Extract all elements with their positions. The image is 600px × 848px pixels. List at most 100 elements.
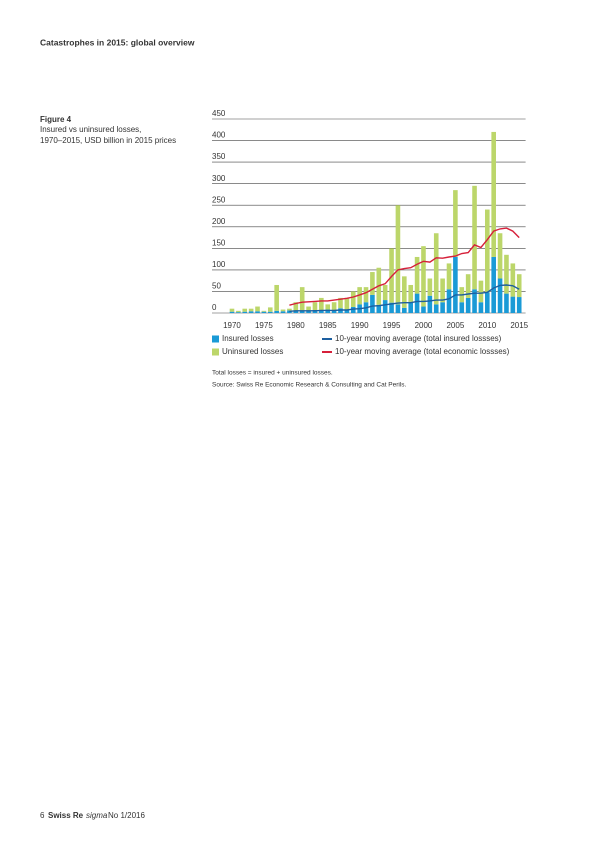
bar-segment <box>453 256 458 313</box>
bar-segment <box>248 308 254 312</box>
x-tick-label: 2015 <box>510 321 528 330</box>
page-number: 6 <box>40 811 45 820</box>
x-tick-label: 1970 <box>223 321 241 330</box>
x-tick-label: 1975 <box>255 321 273 330</box>
bar-segment <box>280 311 286 313</box>
brand: Swiss Re <box>48 811 84 820</box>
bar-segment <box>338 297 343 309</box>
y-tick-label: 450 <box>212 109 226 118</box>
bar-segment <box>446 289 452 313</box>
publication: sigma <box>86 811 108 820</box>
bar-segment <box>248 311 254 313</box>
bar-segment <box>408 284 414 302</box>
bar-segment <box>478 280 484 303</box>
caption: 1970–2015, USD billion in 2015 prices <box>40 136 176 145</box>
y-tick-label: 350 <box>212 152 226 161</box>
bar-segment <box>280 309 286 312</box>
bar-segment <box>293 310 299 313</box>
bar-segment <box>255 306 260 312</box>
bar-segment <box>497 233 503 279</box>
bar-segment <box>465 297 471 313</box>
bar-segment <box>491 256 496 313</box>
bar-segment <box>421 246 426 307</box>
page-header: Catastrophes in 2015: global overview <box>40 37 195 47</box>
bar-segment <box>344 297 350 310</box>
bar-segment <box>491 131 496 257</box>
x-tick-label: 1980 <box>287 321 305 330</box>
bar-segment <box>350 291 356 307</box>
bar-segment <box>267 307 273 312</box>
bar-segment <box>485 292 490 313</box>
y-tick-label: 200 <box>212 217 226 226</box>
x-tick-label: 1995 <box>383 321 401 330</box>
bar-segment <box>236 312 241 313</box>
bar-segment <box>267 311 273 313</box>
x-tick-label: 2000 <box>415 321 433 330</box>
moving-average-line <box>289 227 520 306</box>
bar-segment <box>261 311 267 313</box>
bar-segment <box>402 307 407 313</box>
bar-segment <box>376 304 382 313</box>
bar-segment <box>293 302 299 311</box>
bar-segment <box>229 311 235 313</box>
y-tick-label: 150 <box>212 238 226 247</box>
bar-segment <box>382 300 388 313</box>
bar-segment <box>465 274 471 298</box>
legend-label: 10-year moving average (total economic l… <box>335 347 510 356</box>
bar-segment <box>287 308 292 311</box>
bar-segment <box>331 302 337 311</box>
bar-segment <box>382 284 388 301</box>
bar-segment <box>236 310 241 313</box>
y-tick-label: 50 <box>212 282 221 291</box>
x-tick-label: 2010 <box>478 321 496 330</box>
bar-segment <box>229 308 235 312</box>
source: Source: Swiss Re Economic Research & Con… <box>212 382 407 389</box>
bar-segment <box>350 306 356 313</box>
moving-average-line <box>289 284 520 312</box>
bar-segment <box>472 185 477 290</box>
bar-segment <box>408 301 414 313</box>
bar-segment <box>497 278 503 313</box>
bar-segment <box>357 287 362 305</box>
bar-segment <box>510 263 516 297</box>
bar-segment <box>299 287 305 312</box>
bar-segment <box>427 295 433 313</box>
y-tick-label: 400 <box>212 131 226 140</box>
bar-segment <box>414 293 420 313</box>
bar-segment <box>402 276 407 308</box>
x-tick-label: 2005 <box>446 321 464 330</box>
bar-segment <box>395 205 401 305</box>
bar-segment <box>516 297 522 313</box>
legend-label: Insured losses <box>222 334 274 343</box>
bar-segment <box>459 302 465 313</box>
bar-segment <box>325 304 331 310</box>
bar-segment <box>261 310 267 312</box>
bar-segment <box>485 209 490 293</box>
bar-segment <box>274 310 279 313</box>
bar-segment <box>242 308 248 312</box>
bar-segment <box>287 310 292 313</box>
figure-label: Figure 4 <box>40 115 72 124</box>
bar-segment <box>319 297 324 311</box>
bar-segment <box>344 309 350 313</box>
bar-segment <box>312 302 318 310</box>
bar-segment <box>414 256 420 294</box>
bar-segment <box>440 302 445 313</box>
note: Total losses = insured + uninsured losse… <box>212 370 333 377</box>
bar-segment <box>427 278 433 296</box>
bar-segment <box>363 287 369 303</box>
bar-segment <box>319 310 324 313</box>
bar-segment <box>331 310 337 313</box>
bar-segment <box>370 272 375 295</box>
bar-segment <box>299 311 305 313</box>
bar-segment <box>440 278 445 303</box>
y-tick-label: 0 <box>212 303 217 312</box>
bar-segment <box>446 263 452 290</box>
bar-segment <box>516 274 522 298</box>
legend-swatch <box>212 335 219 343</box>
bar-segment <box>274 284 279 311</box>
bar-segment <box>306 310 311 313</box>
legend-label: 10-year moving average (total insured lo… <box>335 334 502 343</box>
bar-segment <box>325 309 331 313</box>
